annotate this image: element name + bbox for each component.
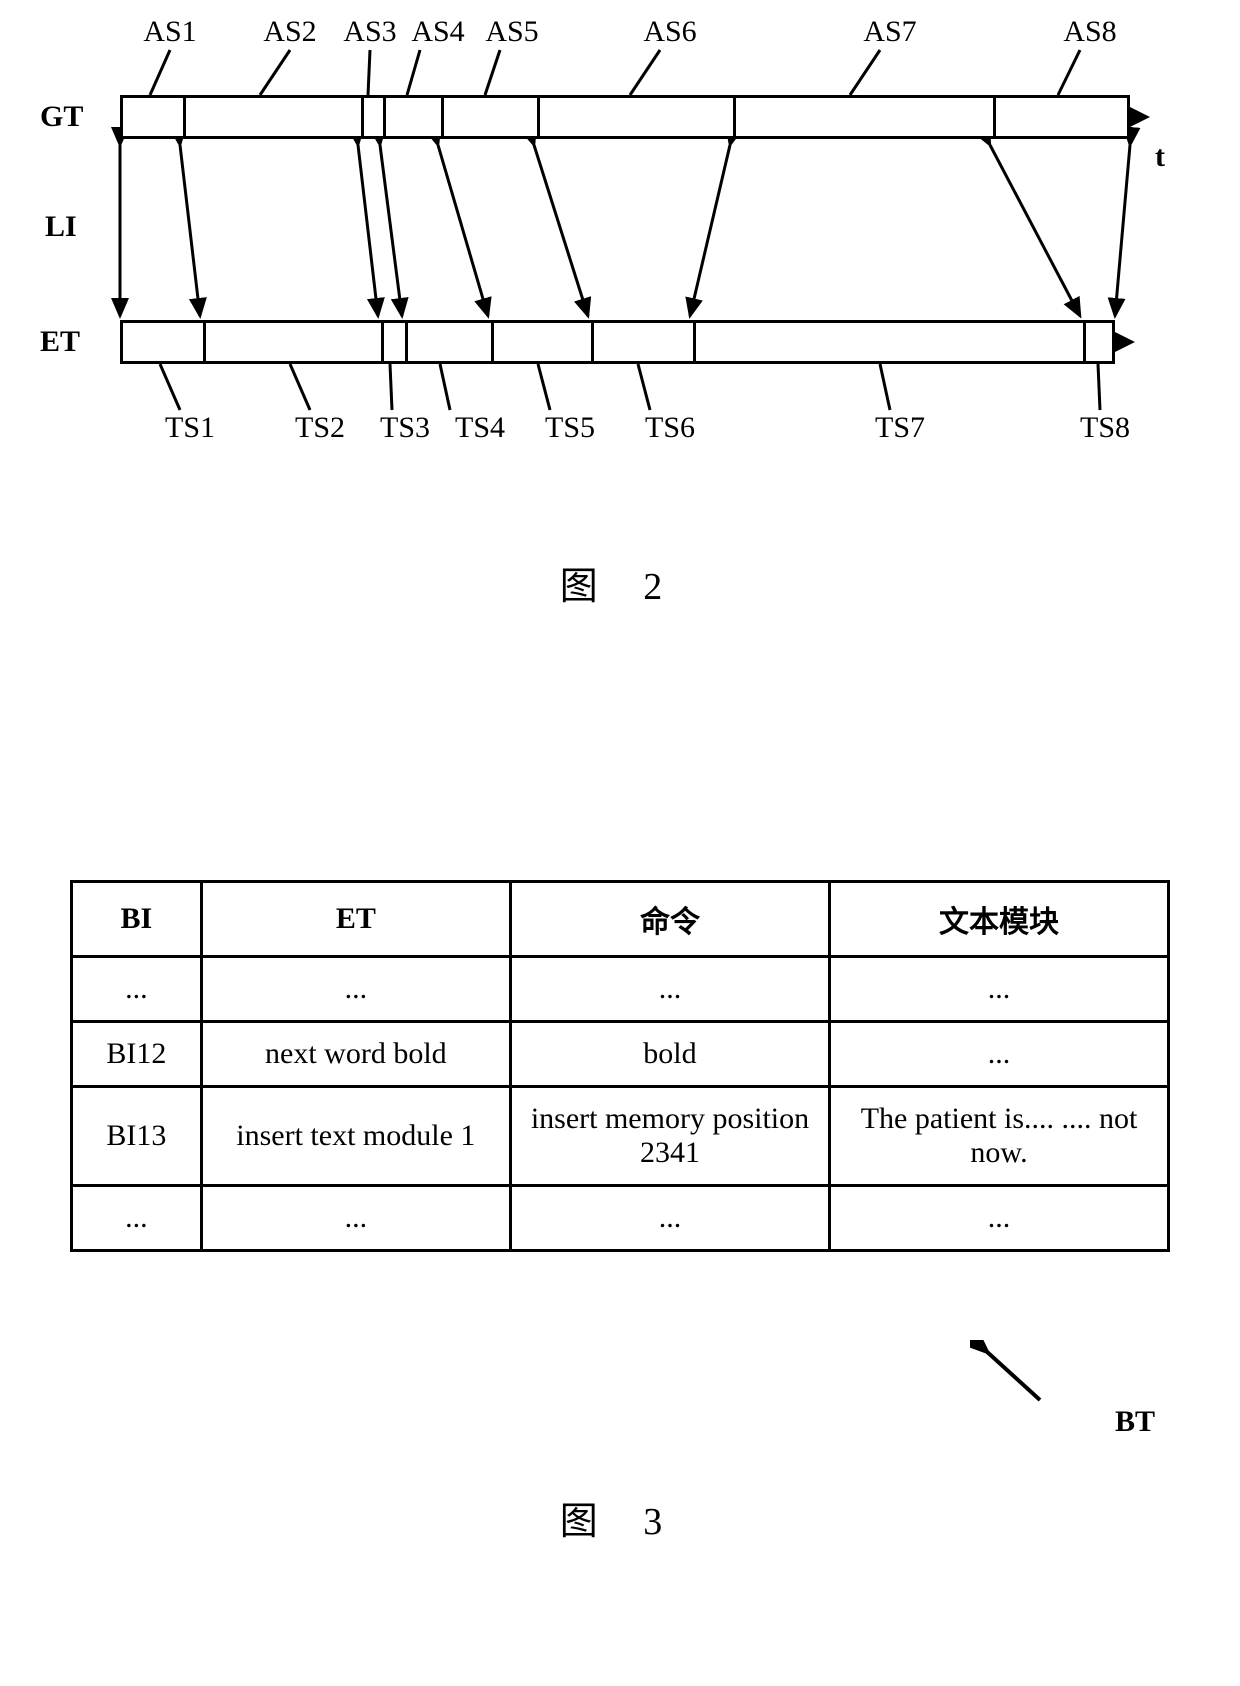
cell: bold <box>510 1022 829 1087</box>
t-label: t <box>1155 140 1165 174</box>
gt-bar <box>120 95 1130 139</box>
cell: BI13 <box>72 1087 202 1186</box>
col-header: BI <box>72 882 202 957</box>
cell: ... <box>72 1186 202 1251</box>
seg-label: TS3 <box>380 411 430 445</box>
cell: ... <box>201 957 510 1022</box>
seg-label: AS8 <box>1063 15 1116 49</box>
seg-label: TS2 <box>295 411 345 445</box>
fig3-caption: 图 3 <box>560 1490 681 1545</box>
seg-label: TS7 <box>875 411 925 445</box>
table-row: BI13 insert text module 1 insert memory … <box>72 1087 1169 1186</box>
table-row: ... ... ... ... <box>72 1186 1169 1251</box>
seg-label: AS1 <box>143 15 196 49</box>
seg-label: AS2 <box>263 15 316 49</box>
cell: BI12 <box>72 1022 202 1087</box>
link-arrows <box>120 145 1130 316</box>
gt-row-label: GT <box>40 100 83 134</box>
seg-label: TS8 <box>1080 411 1130 445</box>
table-header-row: BI ET 命令 文本模块 <box>72 882 1169 957</box>
cell: The patient is.... .... not now. <box>830 1087 1169 1186</box>
col-header: ET <box>201 882 510 957</box>
seg-label: AS5 <box>485 15 538 49</box>
diagram-svg <box>80 20 1180 440</box>
timing-diagram: GT LI ET t AS1 AS2 A <box>80 20 1180 440</box>
cell: ... <box>201 1186 510 1251</box>
seg-label: TS1 <box>165 411 215 445</box>
li-label: LI <box>45 210 77 244</box>
bottom-leaders <box>160 364 1100 410</box>
cell: insert memory position 2341 <box>510 1087 829 1186</box>
seg-label: TS4 <box>455 411 505 445</box>
seg-label: TS6 <box>645 411 695 445</box>
figure-3: BI ET 命令 文本模块 ... ... ... ... BI12 next … <box>0 850 1240 1550</box>
seg-label: TS5 <box>545 411 595 445</box>
et-bar <box>120 320 1115 364</box>
table-row: ... ... ... ... <box>72 957 1169 1022</box>
et-arrowhead <box>1115 332 1135 352</box>
cell: insert text module 1 <box>201 1087 510 1186</box>
cell: ... <box>830 1022 1169 1087</box>
cell: ... <box>510 957 829 1022</box>
cell: next word bold <box>201 1022 510 1087</box>
seg-label: AS7 <box>863 15 916 49</box>
fig2-caption: 图 2 <box>560 555 681 610</box>
col-header: 命令 <box>510 882 829 957</box>
cell: ... <box>830 957 1169 1022</box>
cell: ... <box>510 1186 829 1251</box>
cell: ... <box>830 1186 1169 1251</box>
cell: ... <box>72 957 202 1022</box>
col-header: 文本模块 <box>830 882 1169 957</box>
gt-arrowhead <box>1130 107 1150 127</box>
et-row-label: ET <box>40 325 80 359</box>
seg-label: AS3 <box>343 15 396 49</box>
command-table: BI ET 命令 文本模块 ... ... ... ... BI12 next … <box>70 880 1170 1252</box>
seg-label: AS4 <box>411 15 464 49</box>
top-leaders <box>150 50 1080 95</box>
bt-label: BT <box>1115 1405 1155 1439</box>
table-row: BI12 next word bold bold ... <box>72 1022 1169 1087</box>
seg-label: AS6 <box>643 15 696 49</box>
figure-2: GT LI ET t AS1 AS2 A <box>0 0 1240 700</box>
bt-pointer-icon <box>970 1340 1110 1460</box>
